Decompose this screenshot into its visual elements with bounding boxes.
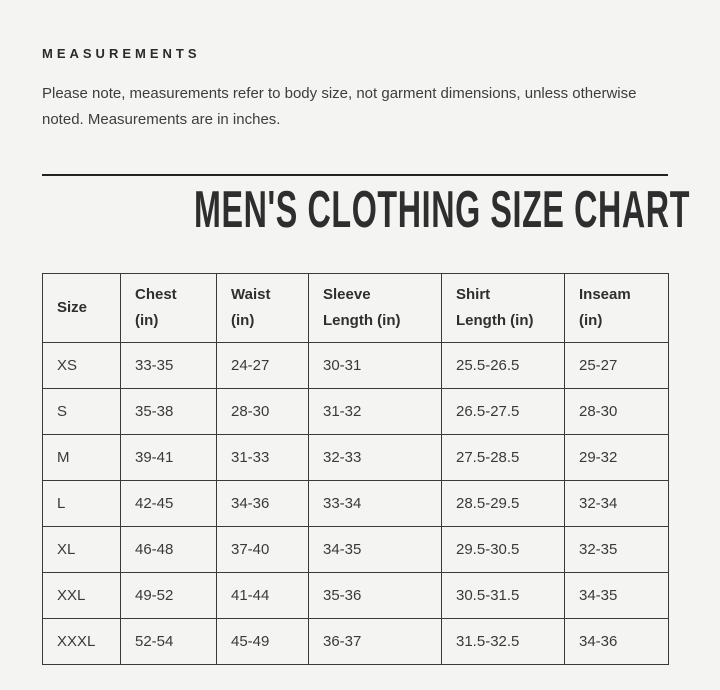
measurement-note: Please note, measurements refer to body … bbox=[42, 85, 637, 128]
table-cell-waist: 45-49 bbox=[216, 618, 309, 665]
table-row: XL 46-48 37-40 34-35 29.5-30.5 32-35 bbox=[42, 526, 669, 573]
table-cell-inseam: 34-35 bbox=[564, 572, 669, 619]
column-header-waist: Waist (in) bbox=[216, 273, 309, 343]
table-cell-sleeve: 30-31 bbox=[308, 342, 442, 389]
table-cell-chest: 39-41 bbox=[120, 434, 217, 481]
table-cell-size: S bbox=[42, 388, 121, 435]
table-cell-shirt: 27.5-28.5 bbox=[441, 434, 565, 481]
table-cell-sleeve: 36-37 bbox=[308, 618, 442, 665]
table-cell-waist: 41-44 bbox=[216, 572, 309, 619]
size-chart-title-text: MEN'S CLOTHING SIZE CHART bbox=[194, 181, 691, 239]
table-cell-waist: 28-30 bbox=[216, 388, 309, 435]
table-cell-inseam: 32-35 bbox=[564, 526, 669, 573]
table-cell-chest: 42-45 bbox=[120, 480, 217, 527]
table-cell-size: L bbox=[42, 480, 121, 527]
column-header-shirt: Shirt Length (in) bbox=[441, 273, 565, 343]
table-row: XXXL 52-54 45-49 36-37 31.5-32.5 34-36 bbox=[42, 618, 669, 665]
table-cell-sleeve: 31-32 bbox=[308, 388, 442, 435]
divider-rule bbox=[42, 174, 668, 176]
table-cell-chest: 49-52 bbox=[120, 572, 217, 619]
table-cell-size: XXL bbox=[42, 572, 121, 619]
column-header-inseam: Inseam (in) bbox=[564, 273, 669, 343]
table-cell-shirt: 25.5-26.5 bbox=[441, 342, 565, 389]
column-header-sleeve: Sleeve Length (in) bbox=[308, 273, 442, 343]
size-chart-title: MEN'S CLOTHING SIZE CHART bbox=[42, 183, 689, 243]
table-cell-size: XXXL bbox=[42, 618, 121, 665]
size-chart-table: Size Chest (in) Waist (in) Sleeve Length… bbox=[42, 273, 669, 665]
table-cell-waist: 24-27 bbox=[216, 342, 309, 389]
section-eyebrow: MEASUREMENTS bbox=[42, 46, 201, 61]
table-cell-sleeve: 35-36 bbox=[308, 572, 442, 619]
table-header-row: Size Chest (in) Waist (in) Sleeve Length… bbox=[42, 273, 669, 343]
table-cell-size: XS bbox=[42, 342, 121, 389]
table-cell-inseam: 32-34 bbox=[564, 480, 669, 527]
table-cell-shirt: 26.5-27.5 bbox=[441, 388, 565, 435]
table-cell-shirt: 28.5-29.5 bbox=[441, 480, 565, 527]
table-cell-sleeve: 33-34 bbox=[308, 480, 442, 527]
table-cell-shirt: 30.5-31.5 bbox=[441, 572, 565, 619]
table-cell-chest: 46-48 bbox=[120, 526, 217, 573]
table-cell-shirt: 31.5-32.5 bbox=[441, 618, 565, 665]
table-row: S 35-38 28-30 31-32 26.5-27.5 28-30 bbox=[42, 388, 669, 435]
table-cell-waist: 31-33 bbox=[216, 434, 309, 481]
table-row: L 42-45 34-36 33-34 28.5-29.5 32-34 bbox=[42, 480, 669, 527]
table-cell-waist: 37-40 bbox=[216, 526, 309, 573]
table-cell-waist: 34-36 bbox=[216, 480, 309, 527]
table-row: M 39-41 31-33 32-33 27.5-28.5 29-32 bbox=[42, 434, 669, 481]
table-cell-inseam: 28-30 bbox=[564, 388, 669, 435]
table-row: XS 33-35 24-27 30-31 25.5-26.5 25-27 bbox=[42, 342, 669, 389]
table-cell-chest: 35-38 bbox=[120, 388, 217, 435]
table-cell-inseam: 25-27 bbox=[564, 342, 669, 389]
table-cell-sleeve: 34-35 bbox=[308, 526, 442, 573]
table-cell-chest: 33-35 bbox=[120, 342, 217, 389]
measurements-page: MEASUREMENTS Please note, measurements r… bbox=[42, 46, 689, 665]
table-row: XXL 49-52 41-44 35-36 30.5-31.5 34-35 bbox=[42, 572, 669, 619]
column-header-size: Size bbox=[42, 273, 121, 343]
table-cell-sleeve: 32-33 bbox=[308, 434, 442, 481]
table-cell-inseam: 29-32 bbox=[564, 434, 669, 481]
table-cell-inseam: 34-36 bbox=[564, 618, 669, 665]
table-cell-size: XL bbox=[42, 526, 121, 573]
table-cell-shirt: 29.5-30.5 bbox=[441, 526, 565, 573]
column-header-chest: Chest (in) bbox=[120, 273, 217, 343]
table-cell-chest: 52-54 bbox=[120, 618, 217, 665]
table-cell-size: M bbox=[42, 434, 121, 481]
